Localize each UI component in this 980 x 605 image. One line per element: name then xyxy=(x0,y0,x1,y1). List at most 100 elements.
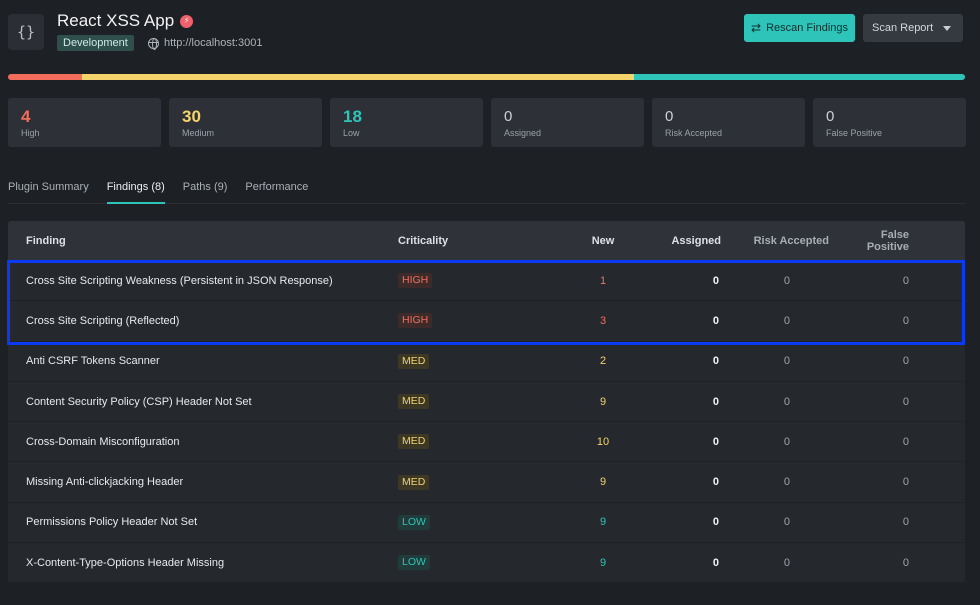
false-positive-count-cell: 0 xyxy=(902,516,909,529)
table-body: Cross Site Scripting Weakness (Persisten… xyxy=(8,261,965,583)
assigned-count-cell: 0 xyxy=(712,395,719,408)
criticality-badge: HIGH xyxy=(398,273,433,289)
app-url-text: http://localhost:3001 xyxy=(164,37,263,49)
criticality-badge: MED xyxy=(398,474,430,490)
criticality-cell: HIGH xyxy=(398,273,558,289)
stat-label: Medium xyxy=(182,128,215,138)
assigned-count-cell: 0 xyxy=(712,435,719,448)
finding-cell: Permissions Policy Header Not Set xyxy=(26,516,198,529)
criticality-cell: LOW xyxy=(398,555,558,571)
finding-cell: Cross Site Scripting (Reflected) xyxy=(26,314,180,327)
false-positive-count-cell: 0 xyxy=(902,435,909,448)
stat-value: 30 xyxy=(182,107,201,126)
risk-accepted-count-cell: 0 xyxy=(783,476,790,489)
stat-card-low[interactable]: 18 Low xyxy=(330,98,483,147)
assigned-count-cell: 0 xyxy=(712,516,719,529)
page-title: React XSS App ⚡ xyxy=(57,11,194,31)
tab-bar: Plugin Summary Findings (8) Paths (9) Perfo… xyxy=(8,180,965,204)
finding-cell: Cross Site Scripting Weakness (Persisten… xyxy=(26,274,333,287)
criticality-badge: MED xyxy=(398,353,430,369)
assigned-count-cell: 0 xyxy=(712,314,719,327)
criticality-cell: HIGH xyxy=(398,313,558,329)
criticality-badge: HIGH xyxy=(398,313,433,329)
table-row[interactable]: Cross-Domain Misconfiguration MED 10 0 0 0 xyxy=(8,422,965,463)
new-count-cell: 9 xyxy=(599,395,607,408)
table-row[interactable]: X-Content-Type-Options Header Missing LOW… xyxy=(8,543,965,583)
stat-label: Risk Accepted xyxy=(665,128,723,138)
stat-label: High xyxy=(21,128,40,138)
stat-card-risk-accepted[interactable]: 0 Risk Accepted xyxy=(652,98,805,147)
finding-cell: Anti CSRF Tokens Scanner xyxy=(26,355,160,368)
severity-bar-low xyxy=(633,74,965,80)
stat-value: 0 xyxy=(826,108,835,125)
false-positive-count-cell: 0 xyxy=(902,556,909,569)
stat-value: 18 xyxy=(343,107,362,126)
tab-performance[interactable]: Performance xyxy=(245,181,309,193)
false-positive-count-cell: 0 xyxy=(902,476,909,489)
new-count-cell: 9 xyxy=(599,556,607,569)
criticality-badge: LOW xyxy=(398,555,430,571)
table-row[interactable]: Cross Site Scripting (Reflected) HIGH 3 0 0 0 xyxy=(8,301,965,342)
stat-label: Low xyxy=(343,128,360,138)
environment-badge: Development xyxy=(57,35,134,51)
stat-value: 4 xyxy=(21,107,31,126)
tab-paths[interactable]: Paths (9) xyxy=(182,181,228,193)
finding-cell: Content Security Policy (CSP) Header Not… xyxy=(26,395,252,408)
scan-report-label: Scan Report xyxy=(872,22,934,34)
new-count-cell: 3 xyxy=(599,314,607,327)
table-row[interactable]: Anti CSRF Tokens Scanner MED 2 0 0 0 xyxy=(8,342,965,382)
header-false-positive[interactable]: False Positive xyxy=(866,229,909,253)
flash-icon: ⚡ xyxy=(180,14,194,28)
assigned-count-cell: 0 xyxy=(712,476,719,489)
false-positive-count-cell: 0 xyxy=(902,355,909,368)
table-header: Finding Criticality New Assigned Risk Ac… xyxy=(8,221,965,261)
chevron-down-icon[interactable] xyxy=(943,26,951,31)
criticality-badge: MED xyxy=(398,434,430,450)
app-title-text: React XSS App xyxy=(57,11,175,30)
stat-label: False Positive xyxy=(826,128,883,138)
false-positive-count-cell: 0 xyxy=(902,314,909,327)
table-row[interactable]: Cross Site Scripting Weakness (Persisten… xyxy=(8,261,965,302)
table-row[interactable]: Content Security Policy (CSP) Header Not… xyxy=(8,382,965,423)
stat-card-high[interactable]: 4 High xyxy=(8,98,161,147)
new-count-cell: 1 xyxy=(599,274,607,287)
header-assigned[interactable]: Assigned xyxy=(671,235,721,247)
table-row[interactable]: Permissions Policy Header Not Set LOW 9 0 0 0 xyxy=(8,503,965,544)
tab-findings[interactable]: Findings (8) xyxy=(106,180,165,204)
header-new[interactable]: New xyxy=(591,235,615,247)
criticality-cell: MED xyxy=(398,394,558,410)
new-count-cell: 2 xyxy=(599,355,607,368)
criticality-badge: MED xyxy=(398,394,430,410)
stat-card-assigned[interactable]: 0 Assigned xyxy=(491,98,644,147)
table-row[interactable]: Missing Anti-clickjacking Header MED 9 0 0 0 xyxy=(8,462,965,503)
risk-accepted-count-cell: 0 xyxy=(783,274,790,287)
new-count-cell: 9 xyxy=(599,476,607,489)
header-criticality[interactable]: Criticality xyxy=(398,235,449,247)
criticality-cell: MED xyxy=(398,434,558,450)
assigned-count-cell: 0 xyxy=(712,355,719,368)
risk-accepted-count-cell: 0 xyxy=(783,556,790,569)
new-count-cell: 9 xyxy=(599,516,607,529)
refresh-icon: ⇄ xyxy=(751,21,762,35)
tab-plugin-summary[interactable]: Plugin Summary xyxy=(8,181,89,193)
findings-table: Finding Criticality New Assigned Risk Ac… xyxy=(8,221,965,583)
new-count-cell: 10 xyxy=(596,435,610,448)
criticality-cell: LOW xyxy=(398,514,558,530)
stat-card-false-positive[interactable]: 0 False Positive xyxy=(813,98,966,147)
stat-card-medium[interactable]: 30 Medium xyxy=(169,98,322,147)
app-icon: {} xyxy=(8,14,44,50)
rescan-findings-button[interactable]: ⇄ Rescan Findings xyxy=(744,14,855,42)
header-finding[interactable]: Finding xyxy=(26,235,66,247)
risk-accepted-count-cell: 0 xyxy=(783,395,790,408)
false-positive-count-cell: 0 xyxy=(902,274,909,287)
stat-value: 0 xyxy=(665,108,674,125)
finding-cell: X-Content-Type-Options Header Missing xyxy=(26,556,225,569)
assigned-count-cell: 0 xyxy=(712,274,719,287)
stat-cards: 4 High 30 Medium 18 Low 0 Assigned 0 Risk Accepte… xyxy=(8,98,966,147)
criticality-cell: MED xyxy=(398,474,558,490)
globe-icon xyxy=(148,37,159,50)
app-url: http://localhost:3001 xyxy=(148,35,262,51)
scan-report-dropdown[interactable]: Scan Report xyxy=(863,14,963,42)
header-risk-accepted[interactable]: Risk Accepted xyxy=(753,235,829,247)
assigned-count-cell: 0 xyxy=(712,556,719,569)
